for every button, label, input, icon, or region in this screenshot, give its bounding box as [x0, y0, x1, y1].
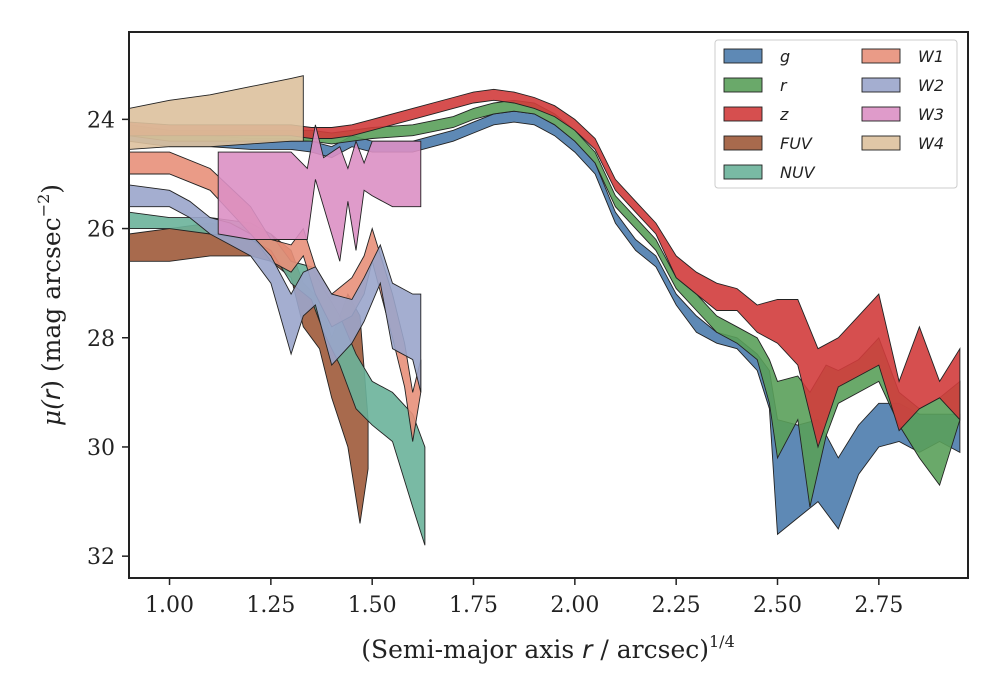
legend-swatch-w4: [861, 135, 901, 151]
band-w2: [128, 184, 422, 393]
legend-label-r: r: [780, 76, 788, 95]
legend-label-w3: W3: [918, 105, 944, 124]
legend-box: [714, 39, 958, 189]
legend-label-w4: W4: [918, 134, 944, 153]
legend-swatch-w2: [861, 77, 901, 93]
y-tick-label: 30: [87, 436, 115, 461]
legend-label-w1: W1: [918, 47, 944, 66]
y-axis-label: μ(r) (mag arcsec−2): [34, 184, 66, 426]
legend-swatch-w1: [861, 48, 901, 64]
x-tick-label: 1.75: [449, 593, 498, 618]
x-tick-label: 1.25: [246, 593, 295, 618]
y-tick-label: 26: [87, 218, 115, 243]
band-w3: [217, 124, 422, 262]
legend-swatch-w3: [861, 106, 901, 122]
y-tick-layer: 24 26 28 30 32: [87, 108, 129, 570]
plot-frame: [128, 31, 969, 579]
band-fuv: [128, 222, 369, 524]
legend-swatch-fuv: [723, 135, 763, 151]
x-tick-label: 2.25: [652, 593, 701, 618]
x-tick-label: 2.50: [753, 593, 802, 618]
band-w4: [128, 75, 304, 150]
legend-items: grz FUV NUV W1 W2 W3 W4: [723, 47, 944, 182]
band-layer: [128, 75, 961, 546]
legend: grz FUV NUV W1 W2 W3 W4: [714, 39, 958, 189]
legend-swatch-nuv: [723, 164, 763, 180]
legend-label-nuv: NUV: [780, 163, 816, 182]
x-tick-label: 2.00: [550, 593, 599, 618]
x-tick-label: 1.00: [145, 593, 194, 618]
x-tick-label: 2.75: [854, 593, 903, 618]
legend-swatch-r: [723, 77, 763, 93]
legend-swatch-g: [723, 48, 763, 64]
x-tick-layer: 1.00 1.25 1.50 1.75 2.00 2.25 2.50 2.75: [145, 578, 903, 618]
legend-label-w2: W2: [918, 76, 944, 95]
y-tick-label: 24: [87, 108, 115, 133]
y-tick-label: 28: [87, 327, 115, 352]
legend-label-fuv: FUV: [780, 134, 813, 153]
legend-label-z: z: [779, 105, 789, 124]
y-tick-label: 32: [87, 545, 115, 570]
legend-swatch-z: [723, 106, 763, 122]
x-axis-label: (Semi-major axis r / arcsec)1/4: [361, 632, 735, 664]
legend-label-g: g: [780, 47, 790, 66]
x-tick-label: 1.50: [348, 593, 397, 618]
